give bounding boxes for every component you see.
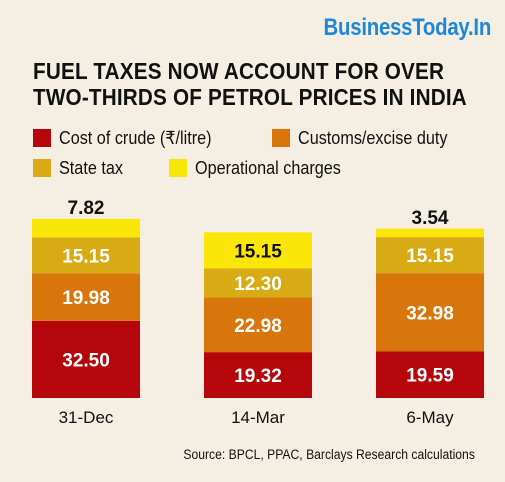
- brand-logo: BusinessToday.In: [323, 14, 492, 41]
- bar-segment-crude-0: [32, 320, 140, 398]
- legend-swatch-customs: [272, 129, 290, 147]
- bar-segment-operational-0: [32, 218, 140, 238]
- chart-title-line-2: TWO-THIRDS OF PETROL PRICES IN INDIA: [33, 84, 467, 110]
- data-label-customs-2: 32.98: [406, 303, 454, 324]
- legend-swatch-operational: [169, 159, 187, 177]
- bar-segment-operational-1: [204, 232, 312, 269]
- chart-title: FUEL TAXES NOW ACCOUNT FOR OVER TWO-THIR…: [33, 58, 467, 110]
- data-label-operational-0: 7.82: [68, 198, 105, 219]
- bar-segment-customs-0: [32, 273, 140, 321]
- legend-swatch-state-tax: [33, 159, 51, 177]
- data-label-state-tax-1: 12.30: [234, 274, 282, 295]
- data-label-customs-0: 19.98: [62, 288, 110, 309]
- data-label-crude-1: 19.32: [234, 366, 282, 387]
- legend-label-customs: Customs/excise duty: [298, 127, 448, 148]
- chart-title-line-1: FUEL TAXES NOW ACCOUNT FOR OVER: [33, 58, 445, 84]
- x-tick-label-2: 6-May: [406, 408, 454, 427]
- legend-item-crude: Cost of crude (₹/litre): [33, 127, 229, 149]
- data-label-crude-2: 19.59: [406, 366, 454, 387]
- data-label-customs-1: 22.98: [234, 316, 282, 337]
- bar-segment-crude-1: [204, 352, 312, 398]
- legend-label-operational: Operational charges: [195, 157, 341, 178]
- source-note: Source: BPCL, PPAC, Barclays Research ca…: [183, 447, 475, 462]
- x-tick-label-1: 14-Mar: [231, 408, 285, 427]
- bar-segment-operational-2: [376, 228, 484, 238]
- bar-segment-state-tax-0: [32, 237, 140, 274]
- bar-segment-state-tax-2: [376, 237, 484, 274]
- data-label-operational-2: 3.54: [412, 208, 449, 229]
- data-label-state-tax-0: 15.15: [62, 246, 110, 267]
- bar-segment-customs-2: [376, 273, 484, 352]
- legend-item-state-tax: State tax: [33, 157, 130, 179]
- data-label-crude-0: 32.50: [62, 350, 110, 371]
- data-label-operational-1: 15.15: [234, 241, 282, 262]
- legend-label-state-tax: State tax: [59, 157, 123, 178]
- bar-segment-state-tax-1: [204, 268, 312, 298]
- legend-item-operational: Operational charges: [169, 157, 357, 179]
- legend-label-crude: Cost of crude (₹/litre): [59, 127, 212, 148]
- data-label-state-tax-2: 15.15: [406, 246, 454, 267]
- x-tick-label-0: 31-Dec: [59, 408, 114, 427]
- bar-segment-crude-2: [376, 351, 484, 398]
- legend-item-customs: Customs/excise duty: [272, 127, 464, 149]
- legend-swatch-crude: [33, 129, 51, 147]
- bar-segment-customs-1: [204, 297, 312, 353]
